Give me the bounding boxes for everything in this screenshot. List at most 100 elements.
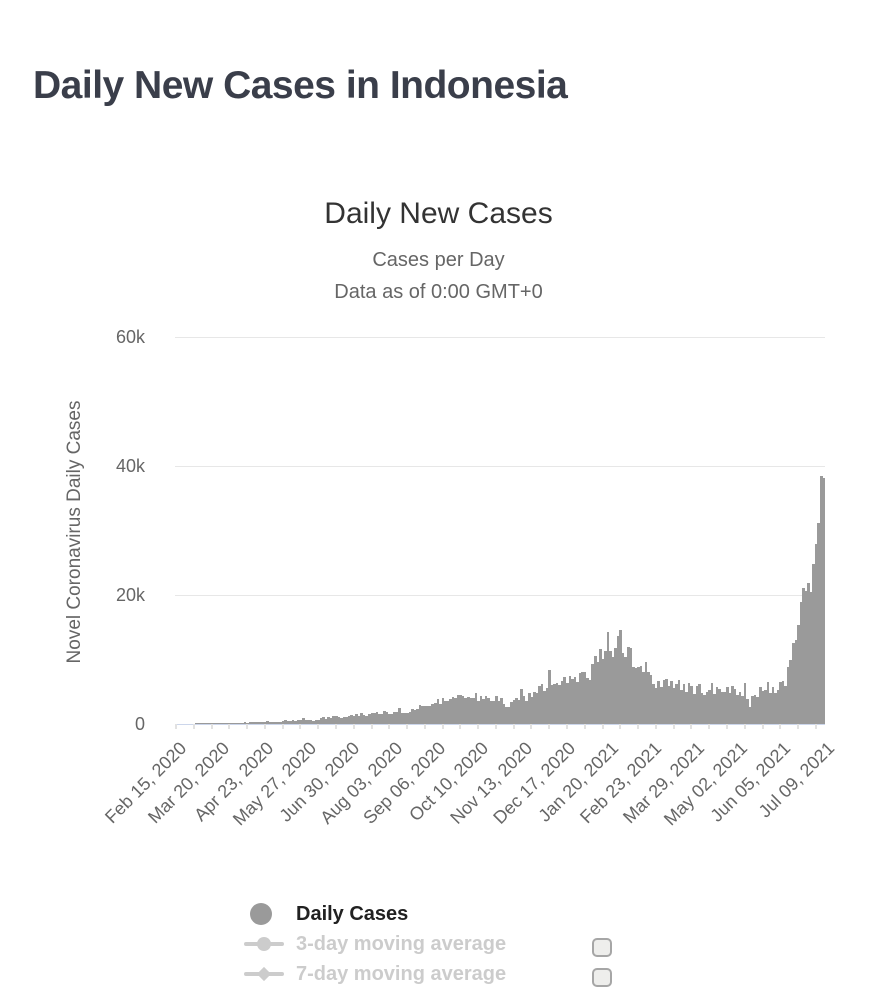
legend-item-3-day-moving-average[interactable]: 3-day moving average xyxy=(244,931,506,957)
bar xyxy=(479,696,483,724)
bar xyxy=(230,723,234,724)
bar xyxy=(286,720,290,724)
y-tick-label: 20k xyxy=(115,585,145,605)
page-title: Daily New Cases in Indonesia xyxy=(33,64,568,107)
x-axis-minor-tick xyxy=(192,724,195,729)
x-axis-minor-tick xyxy=(459,724,462,729)
x-axis-minor-tick xyxy=(352,724,355,729)
bar xyxy=(733,688,737,724)
x-axis-minor-tick xyxy=(281,724,284,729)
bar xyxy=(406,713,409,724)
bar xyxy=(301,717,305,724)
bar xyxy=(784,686,787,724)
bar xyxy=(279,721,282,724)
bar xyxy=(403,713,407,724)
bar xyxy=(571,678,574,724)
bar xyxy=(223,723,226,724)
bar xyxy=(533,692,536,724)
bar xyxy=(672,687,676,724)
y-axis-title: Novel Coronavirus Daily Cases xyxy=(64,400,85,664)
checkbox-3-day-moving-average[interactable] xyxy=(592,938,612,957)
bar xyxy=(352,715,356,724)
daily-cases-circle-icon xyxy=(250,903,272,925)
bar xyxy=(507,707,511,724)
bar xyxy=(741,695,744,724)
bar xyxy=(380,714,384,724)
bar xyxy=(459,695,462,724)
x-axis-minor-tick xyxy=(370,724,373,729)
bar xyxy=(764,689,767,724)
bar xyxy=(416,709,419,724)
bar xyxy=(583,671,587,724)
bar xyxy=(563,676,567,724)
x-axis-minor-tick xyxy=(583,724,586,729)
legend-item-7-day-moving-average[interactable]: 7-day moving average xyxy=(244,961,506,987)
bar xyxy=(291,719,295,724)
bar xyxy=(233,723,236,724)
bar xyxy=(327,717,330,724)
x-axis-minor-tick xyxy=(637,724,640,729)
legend-item-daily-cases[interactable]: Daily Cases xyxy=(244,901,408,927)
bar xyxy=(238,722,242,724)
bar xyxy=(647,672,650,724)
bar xyxy=(779,682,782,724)
bar xyxy=(540,683,544,724)
x-axis-minor-tick xyxy=(530,724,533,729)
bar xyxy=(718,689,721,724)
bar xyxy=(451,697,455,724)
bar xyxy=(568,675,572,724)
bar xyxy=(642,672,645,724)
bar xyxy=(248,721,252,724)
bar xyxy=(271,722,275,724)
bar xyxy=(484,696,488,724)
bar xyxy=(573,677,577,724)
bar xyxy=(197,723,201,724)
bar xyxy=(545,688,549,724)
bar xyxy=(281,720,285,724)
bar xyxy=(375,711,379,724)
bar xyxy=(241,722,244,724)
bar xyxy=(525,701,528,724)
bar xyxy=(500,697,503,724)
bar xyxy=(812,563,815,724)
x-axis-minor-tick xyxy=(175,724,177,729)
bar xyxy=(246,722,249,724)
x-axis-minor-tick xyxy=(406,724,409,729)
bar xyxy=(263,721,267,724)
legend-label-7-day: 7-day moving average xyxy=(296,962,507,985)
bar xyxy=(388,713,391,724)
x-axis-minor-tick xyxy=(619,724,622,729)
bar xyxy=(284,720,287,724)
bar xyxy=(360,713,363,724)
x-axis-minor-tick xyxy=(725,724,728,729)
bar xyxy=(624,657,627,724)
bar xyxy=(317,720,320,724)
bar xyxy=(774,692,777,724)
bar xyxy=(626,646,630,724)
bar xyxy=(428,706,432,724)
plot-area[interactable]: Feb 15, 2020 Mar 20, 2020 Apr 23, 2020 May … xyxy=(101,336,838,829)
bar xyxy=(769,692,772,724)
bar xyxy=(261,722,264,724)
bar xyxy=(200,723,203,724)
checkbox-7-day-moving-average[interactable] xyxy=(592,968,612,987)
bar xyxy=(304,719,308,724)
bar xyxy=(522,695,526,724)
bar xyxy=(621,653,625,724)
bar xyxy=(195,723,198,724)
bar xyxy=(421,705,424,724)
bar xyxy=(690,685,693,724)
bar xyxy=(753,695,757,724)
bar xyxy=(510,702,513,724)
bar xyxy=(665,679,668,724)
bar xyxy=(266,721,269,724)
bar xyxy=(680,689,683,724)
y-tick-label: 40k xyxy=(115,456,145,476)
bar xyxy=(454,697,457,724)
bar xyxy=(487,697,490,724)
bar xyxy=(634,667,638,724)
bar xyxy=(604,651,607,724)
bar xyxy=(667,686,671,724)
bar xyxy=(527,693,531,724)
legend-label-daily-cases: Daily Cases xyxy=(296,902,409,925)
